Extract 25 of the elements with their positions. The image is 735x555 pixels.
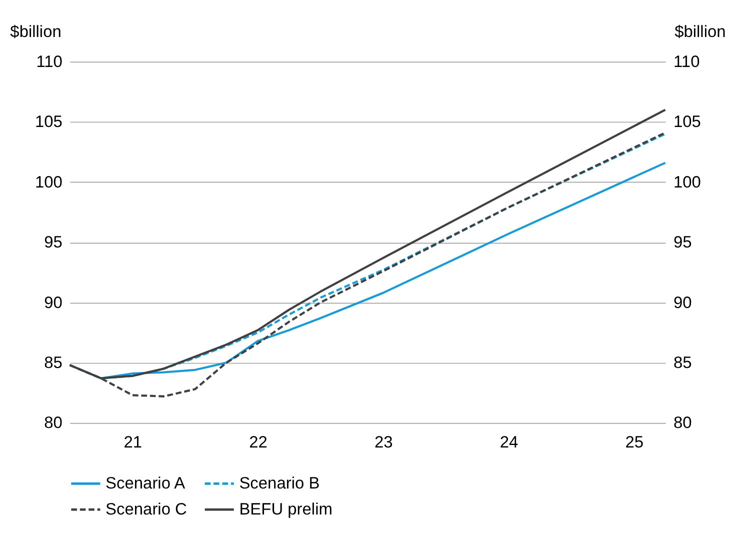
y2-tick-label: 100 bbox=[674, 173, 701, 192]
y2-axis-title: $billion bbox=[674, 22, 726, 41]
x-tick-label: 25 bbox=[625, 434, 644, 452]
x-tick-label: 22 bbox=[249, 434, 268, 452]
legend-label: Scenario B bbox=[239, 474, 320, 492]
legend-label: Scenario C bbox=[106, 500, 188, 518]
y2-tick-label: 90 bbox=[674, 294, 692, 312]
y2-tick-label: 105 bbox=[674, 113, 701, 132]
y-tick-label: 80 bbox=[44, 414, 62, 432]
y-tick-label: 90 bbox=[44, 294, 62, 312]
x-tick-label: 24 bbox=[500, 434, 518, 452]
y-tick-label: 110 bbox=[36, 52, 62, 71]
y2-tick-label: 85 bbox=[674, 354, 692, 372]
y-tick-label: 95 bbox=[44, 234, 62, 252]
y2-tick-label: 95 bbox=[674, 234, 692, 252]
y-tick-label: 85 bbox=[44, 354, 62, 372]
y-axis-title: $billion bbox=[10, 22, 62, 41]
y-tick-label: 100 bbox=[35, 173, 62, 192]
x-tick-label: 21 bbox=[124, 434, 142, 452]
legend-label: Scenario A bbox=[106, 474, 186, 492]
legend-label: BEFU prelim bbox=[239, 500, 332, 518]
y2-tick-label: 80 bbox=[674, 414, 692, 432]
x-tick-label: 23 bbox=[374, 434, 393, 452]
y2-tick-label: 110 bbox=[674, 52, 700, 71]
y-tick-label: 105 bbox=[35, 113, 62, 132]
